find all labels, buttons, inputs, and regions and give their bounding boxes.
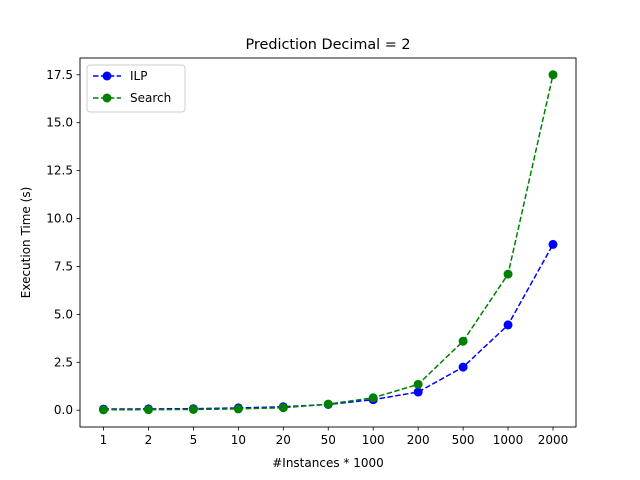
data-point-search: [458, 336, 468, 346]
x-tick-label: 2000: [538, 433, 569, 447]
x-tick-label: 10: [231, 433, 246, 447]
y-tick-label: 0.0: [54, 403, 73, 417]
legend-search-marker: [102, 93, 112, 103]
y-tick-label: 7.5: [54, 259, 73, 273]
x-axis-label: #Instances * 1000: [272, 456, 384, 470]
data-point-ilp: [548, 239, 558, 249]
data-point-search: [233, 404, 243, 414]
legend: ILP Search: [86, 64, 186, 113]
x-tick-label: 50: [321, 433, 336, 447]
legend-search-label: Search: [130, 91, 171, 105]
x-tick-label: 500: [452, 433, 475, 447]
x-tick-label: 1000: [493, 433, 524, 447]
data-point-ilp: [413, 387, 423, 397]
y-tick-label: 15.0: [46, 116, 73, 130]
x-tick-label: 5: [190, 433, 198, 447]
data-point-search: [548, 70, 558, 80]
data-point-search: [503, 269, 513, 279]
data-point-search: [413, 379, 423, 389]
y-tick-label: 12.5: [46, 164, 73, 178]
legend-ilp-marker: [102, 71, 112, 81]
data-point-ilp: [503, 320, 513, 330]
plot-area: [79, 57, 577, 428]
y-axis: 0.0 2.5 5.0 7.5 10.0 12.5 15.0 17.5: [46, 68, 80, 417]
data-point-search: [323, 399, 333, 409]
data-point-search: [99, 405, 108, 415]
x-tick-label: 20: [276, 433, 291, 447]
x-tick-label: 200: [407, 433, 430, 447]
y-tick-label: 5.0: [54, 307, 73, 321]
data-point-ilp: [458, 362, 468, 372]
x-tick-label: 100: [362, 433, 385, 447]
data-point-search: [368, 393, 378, 403]
y-tick-label: 17.5: [46, 68, 73, 82]
x-axis: 1 2 5 10 20 50 100 200 500 1000 2000: [100, 427, 569, 447]
data-point-search: [188, 404, 198, 414]
y-axis-label: Execution Time (s): [19, 187, 33, 299]
y-tick-label: 2.5: [54, 355, 73, 369]
y-tick-label: 10.0: [46, 212, 73, 226]
legend-ilp-label: ILP: [130, 69, 147, 83]
data-point-search: [143, 405, 153, 415]
chart-title: Prediction Decimal = 2: [245, 37, 410, 53]
x-tick-label: 2: [145, 433, 153, 447]
x-tick-label: 1: [100, 433, 108, 447]
series-layer: [99, 70, 558, 415]
data-point-search: [278, 403, 288, 413]
